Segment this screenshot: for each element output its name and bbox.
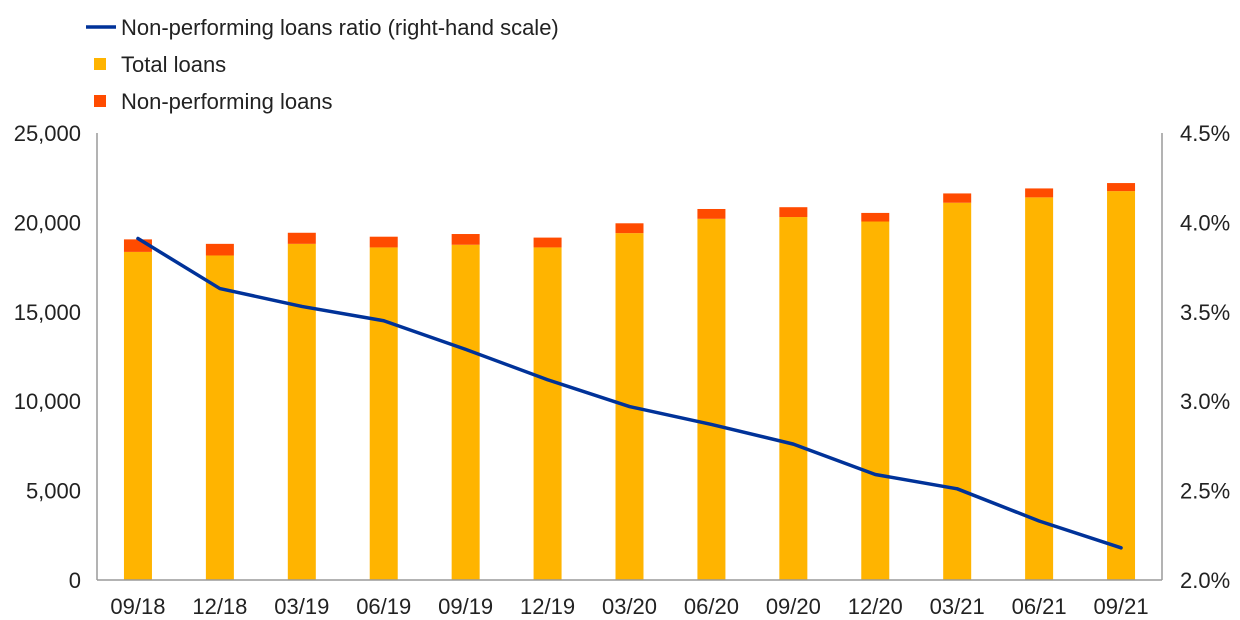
legend-label: Non-performing loans [121,89,333,114]
npl-ratio-point [709,422,713,426]
bars [123,183,1136,581]
x-tick-label: 03/20 [602,594,657,619]
y-right-tick-label: 2.0% [1180,568,1230,593]
total-loans-bar [287,243,316,580]
x-tick-label: 06/20 [684,594,739,619]
npl-ratio-point [136,236,140,240]
x-tick-label: 03/21 [930,594,985,619]
npl-bar [943,193,972,203]
npl-bar [615,223,644,234]
x-tick-label: 09/20 [766,594,821,619]
npl-ratio-point [464,347,468,351]
y-left-tick-label: 15,000 [14,300,81,325]
total-loans-bar [451,244,480,580]
total-loans-bar [697,218,726,580]
npl-bar [451,234,480,245]
total-loans-bar [779,217,808,580]
npl-bar [1025,188,1054,198]
legend-square-swatch [94,95,106,107]
npl-bar [697,208,726,219]
npl-ratio-point [546,378,550,382]
npl-bar [205,243,234,256]
legend-square-swatch [94,58,106,70]
legend-label: Non-performing loans ratio (right-hand s… [121,15,559,40]
npl-ratio-point [1119,546,1123,550]
total-loans-bar [533,247,562,580]
npl-ratio-point [382,319,386,323]
x-tick-label: 09/18 [110,594,165,619]
y-left-tick-label: 25,000 [14,121,81,146]
total-loans-bar [1107,191,1136,581]
total-loans-bar [205,255,234,580]
x-tick-label: 09/21 [1094,594,1149,619]
x-tick-label: 12/19 [520,594,575,619]
y-right-tick-label: 4.5% [1180,121,1230,146]
x-tick-label: 12/20 [848,594,903,619]
npl-bar [369,236,398,248]
npl-bar [779,207,808,218]
npl-ratio-point [218,287,222,291]
axes: 0 5,000 10,000 15,000 20,000 25,000 2.0% 2.5% 3.… [14,121,1230,619]
total-loans-bar [369,247,398,580]
npl-ratio-point [300,304,304,308]
y-right-tick-label: 3.0% [1180,389,1230,414]
npl-bar [533,237,562,248]
legend-label: Total loans [121,52,226,77]
y-left-tick-label: 10,000 [14,389,81,414]
y-left-tick-label: 5,000 [26,479,81,504]
npl-ratio-point [791,442,795,446]
x-tick-label: 03/19 [274,594,329,619]
y-right-tick-label: 3.5% [1180,300,1230,325]
y-left-tick-label: 0 [69,568,81,593]
total-loans-bar [861,221,890,581]
y-left-tick-label: 20,000 [14,210,81,235]
x-tick-label: 06/19 [356,594,411,619]
npl-ratio-point [628,405,631,409]
npl-ratio-point [955,487,959,491]
npl-bar [1107,183,1136,192]
total-loans-bar [123,251,152,581]
x-tick-label: 09/19 [438,594,493,619]
x-tick-label: 12/18 [192,594,247,619]
npl-bar [861,212,890,222]
ratio-line-layer [136,236,1123,550]
y-right-tick-label: 4.0% [1180,210,1230,235]
npl-ratio-point [1037,519,1041,523]
x-tick-label: 06/21 [1012,594,1067,619]
npl-ratio-point [873,473,877,477]
y-right-tick-label: 2.5% [1180,479,1230,504]
total-loans-bar [943,202,972,580]
npl-bar [287,232,316,244]
legend: Non-performing loans ratio (right-hand s… [86,15,559,114]
